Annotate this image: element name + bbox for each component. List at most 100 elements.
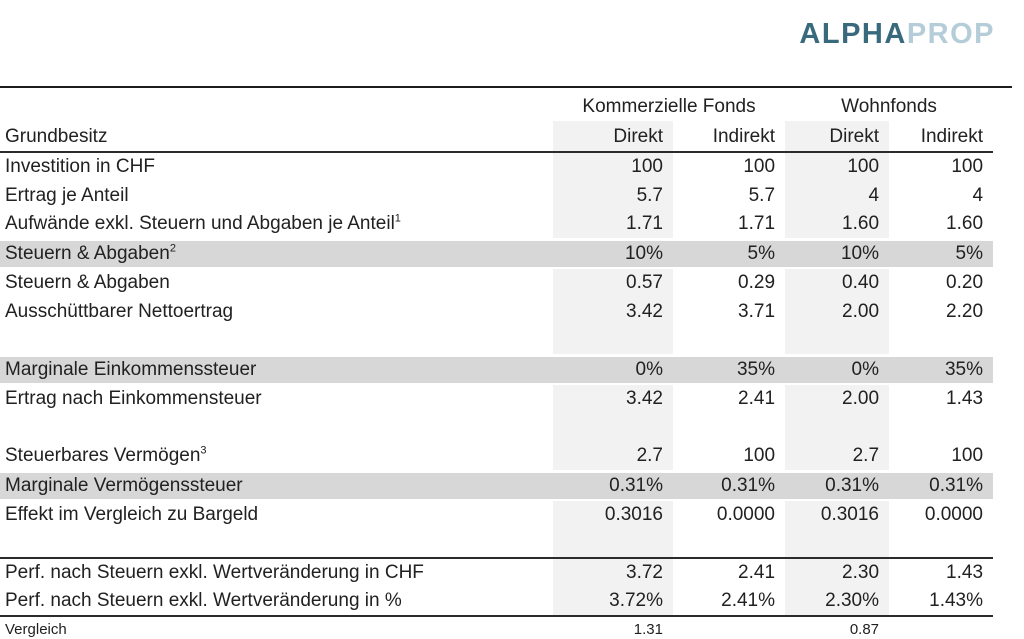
value-cell: [889, 529, 993, 558]
footnote-marker: 1: [394, 212, 401, 225]
table-row: Vergleich 1.31 0.87: [0, 616, 994, 639]
table-row: Ausschüttbarer Nettoertrag 3.42 3.71 2.0…: [0, 297, 993, 326]
value-cell: 0.31%: [673, 469, 786, 501]
value-cell: 1.43: [946, 388, 984, 409]
value-cell: 0.0000: [716, 504, 776, 525]
row-label: [0, 326, 553, 355]
value-cell: 0.3016: [553, 500, 673, 529]
value-cell: 2.7: [553, 442, 673, 471]
value-cell: 100: [743, 444, 776, 466]
row-label: Effekt im Vergleich zu Bargeld: [5, 504, 259, 525]
corner-label-grundbesitz: Grundbesitz: [0, 121, 553, 153]
value-cell: 1.31: [553, 616, 673, 639]
footnote-marker: 2: [169, 242, 176, 255]
comparison-table-wrapper: Kommerzielle Fonds Wohnfonds Grundbesitz…: [0, 86, 1012, 639]
row-label: Marginale Einkommenssteuer: [0, 353, 553, 385]
table-row: Steuern & Abgaben2 10% 5% 10% 5%: [0, 237, 994, 269]
value-cell: [553, 413, 673, 442]
value-cell: [889, 616, 994, 639]
value-cell: [673, 326, 785, 355]
value-cell: 3.42: [553, 384, 673, 413]
table-row: Investition in CHF 100 100 100 100: [0, 152, 993, 181]
value-cell: 10%: [785, 237, 890, 269]
table-row: Steuern & Abgaben 0.57 0.29 0.40 0.20: [0, 268, 993, 297]
value-cell: 0%: [553, 353, 673, 385]
value-cell: 5.7: [553, 181, 673, 210]
table-row: [0, 413, 993, 442]
table-row: Marginale Einkommenssteuer 0% 35% 0% 35%: [0, 353, 994, 385]
table-body: Investition in CHF 100 100 100 100 Ertra…: [0, 152, 994, 639]
value-cell: [553, 529, 673, 558]
column-header-indirekt-1: Indirekt: [673, 121, 786, 153]
value-cell: 4: [972, 184, 984, 206]
value-cell: [889, 326, 993, 355]
value-cell: [889, 413, 993, 442]
table-row: Marginale Vermögenssteuer 0.31% 0.31% 0.…: [0, 469, 994, 501]
value-cell: 3.42: [553, 297, 673, 326]
value-cell: 0.87: [785, 616, 890, 639]
value-cell: [553, 326, 673, 355]
value-cell: 100: [951, 444, 984, 466]
value-cell: 100: [951, 156, 984, 177]
group-header-wohnfonds: Wohnfonds: [841, 96, 937, 117]
row-label: Steuerbares Vermögen3: [5, 444, 207, 466]
value-cell: 0.31%: [553, 469, 673, 501]
group-header-kommerzielle-fonds: Kommerzielle Fonds: [582, 96, 756, 117]
value-cell: 3.72%: [553, 587, 673, 617]
value-cell: 0.29: [738, 272, 776, 293]
row-label: Perf. nach Steuern exkl. Wertveränderung…: [0, 557, 553, 587]
table-row: Perf. nach Steuern exkl. Wertveränderung…: [0, 587, 994, 617]
group-header-spacer: [0, 88, 553, 121]
value-cell: 100: [785, 152, 890, 181]
footnote-marker: 3: [200, 444, 207, 457]
value-cell: [673, 616, 786, 639]
value-cell: 2.00: [785, 384, 890, 413]
fund-comparison-table: Kommerzielle Fonds Wohnfonds Grundbesitz…: [0, 88, 994, 639]
value-cell: 0.20: [946, 272, 984, 293]
table-row: Perf. nach Steuern exkl. Wertveränderung…: [0, 557, 994, 587]
column-header-direkt-2: Direkt: [785, 121, 890, 153]
table-row: [0, 326, 993, 355]
value-cell: 35%: [889, 353, 994, 385]
value-cell: 100: [743, 156, 776, 177]
value-cell: 0.3016: [785, 500, 890, 529]
value-cell: 5%: [673, 237, 786, 269]
value-cell: [785, 326, 890, 355]
row-label: Investition in CHF: [5, 156, 155, 177]
value-cell: 0.40: [785, 268, 890, 297]
value-cell: 1.60: [785, 210, 890, 239]
row-label: Steuern & Abgaben2: [0, 237, 553, 269]
table-row: Effekt im Vergleich zu Bargeld 0.3016 0.…: [0, 500, 993, 529]
row-label: [0, 529, 553, 558]
value-cell: 0%: [785, 353, 890, 385]
value-cell: [673, 529, 785, 558]
row-label: [0, 413, 553, 442]
value-cell: 0.57: [553, 268, 673, 297]
row-label: Ausschüttbarer Nettoertrag: [5, 300, 234, 322]
row-label: Vergleich: [0, 616, 553, 639]
value-cell: 2.20: [946, 300, 984, 322]
column-header-indirekt-2: Indirekt: [889, 121, 994, 153]
value-cell: [673, 413, 785, 442]
value-cell: 35%: [673, 353, 786, 385]
value-cell: 0.31%: [785, 469, 890, 501]
logo-text-primary: ALPHA: [799, 18, 907, 50]
value-cell: [785, 529, 890, 558]
value-cell: 5%: [889, 237, 994, 269]
row-label: Steuern & Abgaben: [5, 272, 170, 293]
value-cell: 4: [785, 181, 890, 210]
table-row: [0, 529, 993, 558]
value-cell: 3.71: [738, 300, 776, 322]
value-cell: 1.60: [946, 212, 984, 234]
row-label: Marginale Vermögenssteuer: [0, 469, 553, 501]
row-label: Aufwände exkl. Steuern und Abgaben je An…: [5, 212, 401, 234]
value-cell: 2.00: [785, 297, 890, 326]
value-cell: 0.0000: [924, 504, 984, 525]
table-row: Aufwände exkl. Steuern und Abgaben je An…: [0, 210, 993, 239]
column-header-row: Grundbesitz Direkt Indirekt Direkt Indir…: [0, 121, 994, 153]
value-cell: 2.30%: [785, 587, 890, 617]
value-cell: 2.7: [785, 442, 890, 471]
value-cell: 1.43%: [889, 587, 994, 617]
value-cell: 100: [553, 152, 673, 181]
